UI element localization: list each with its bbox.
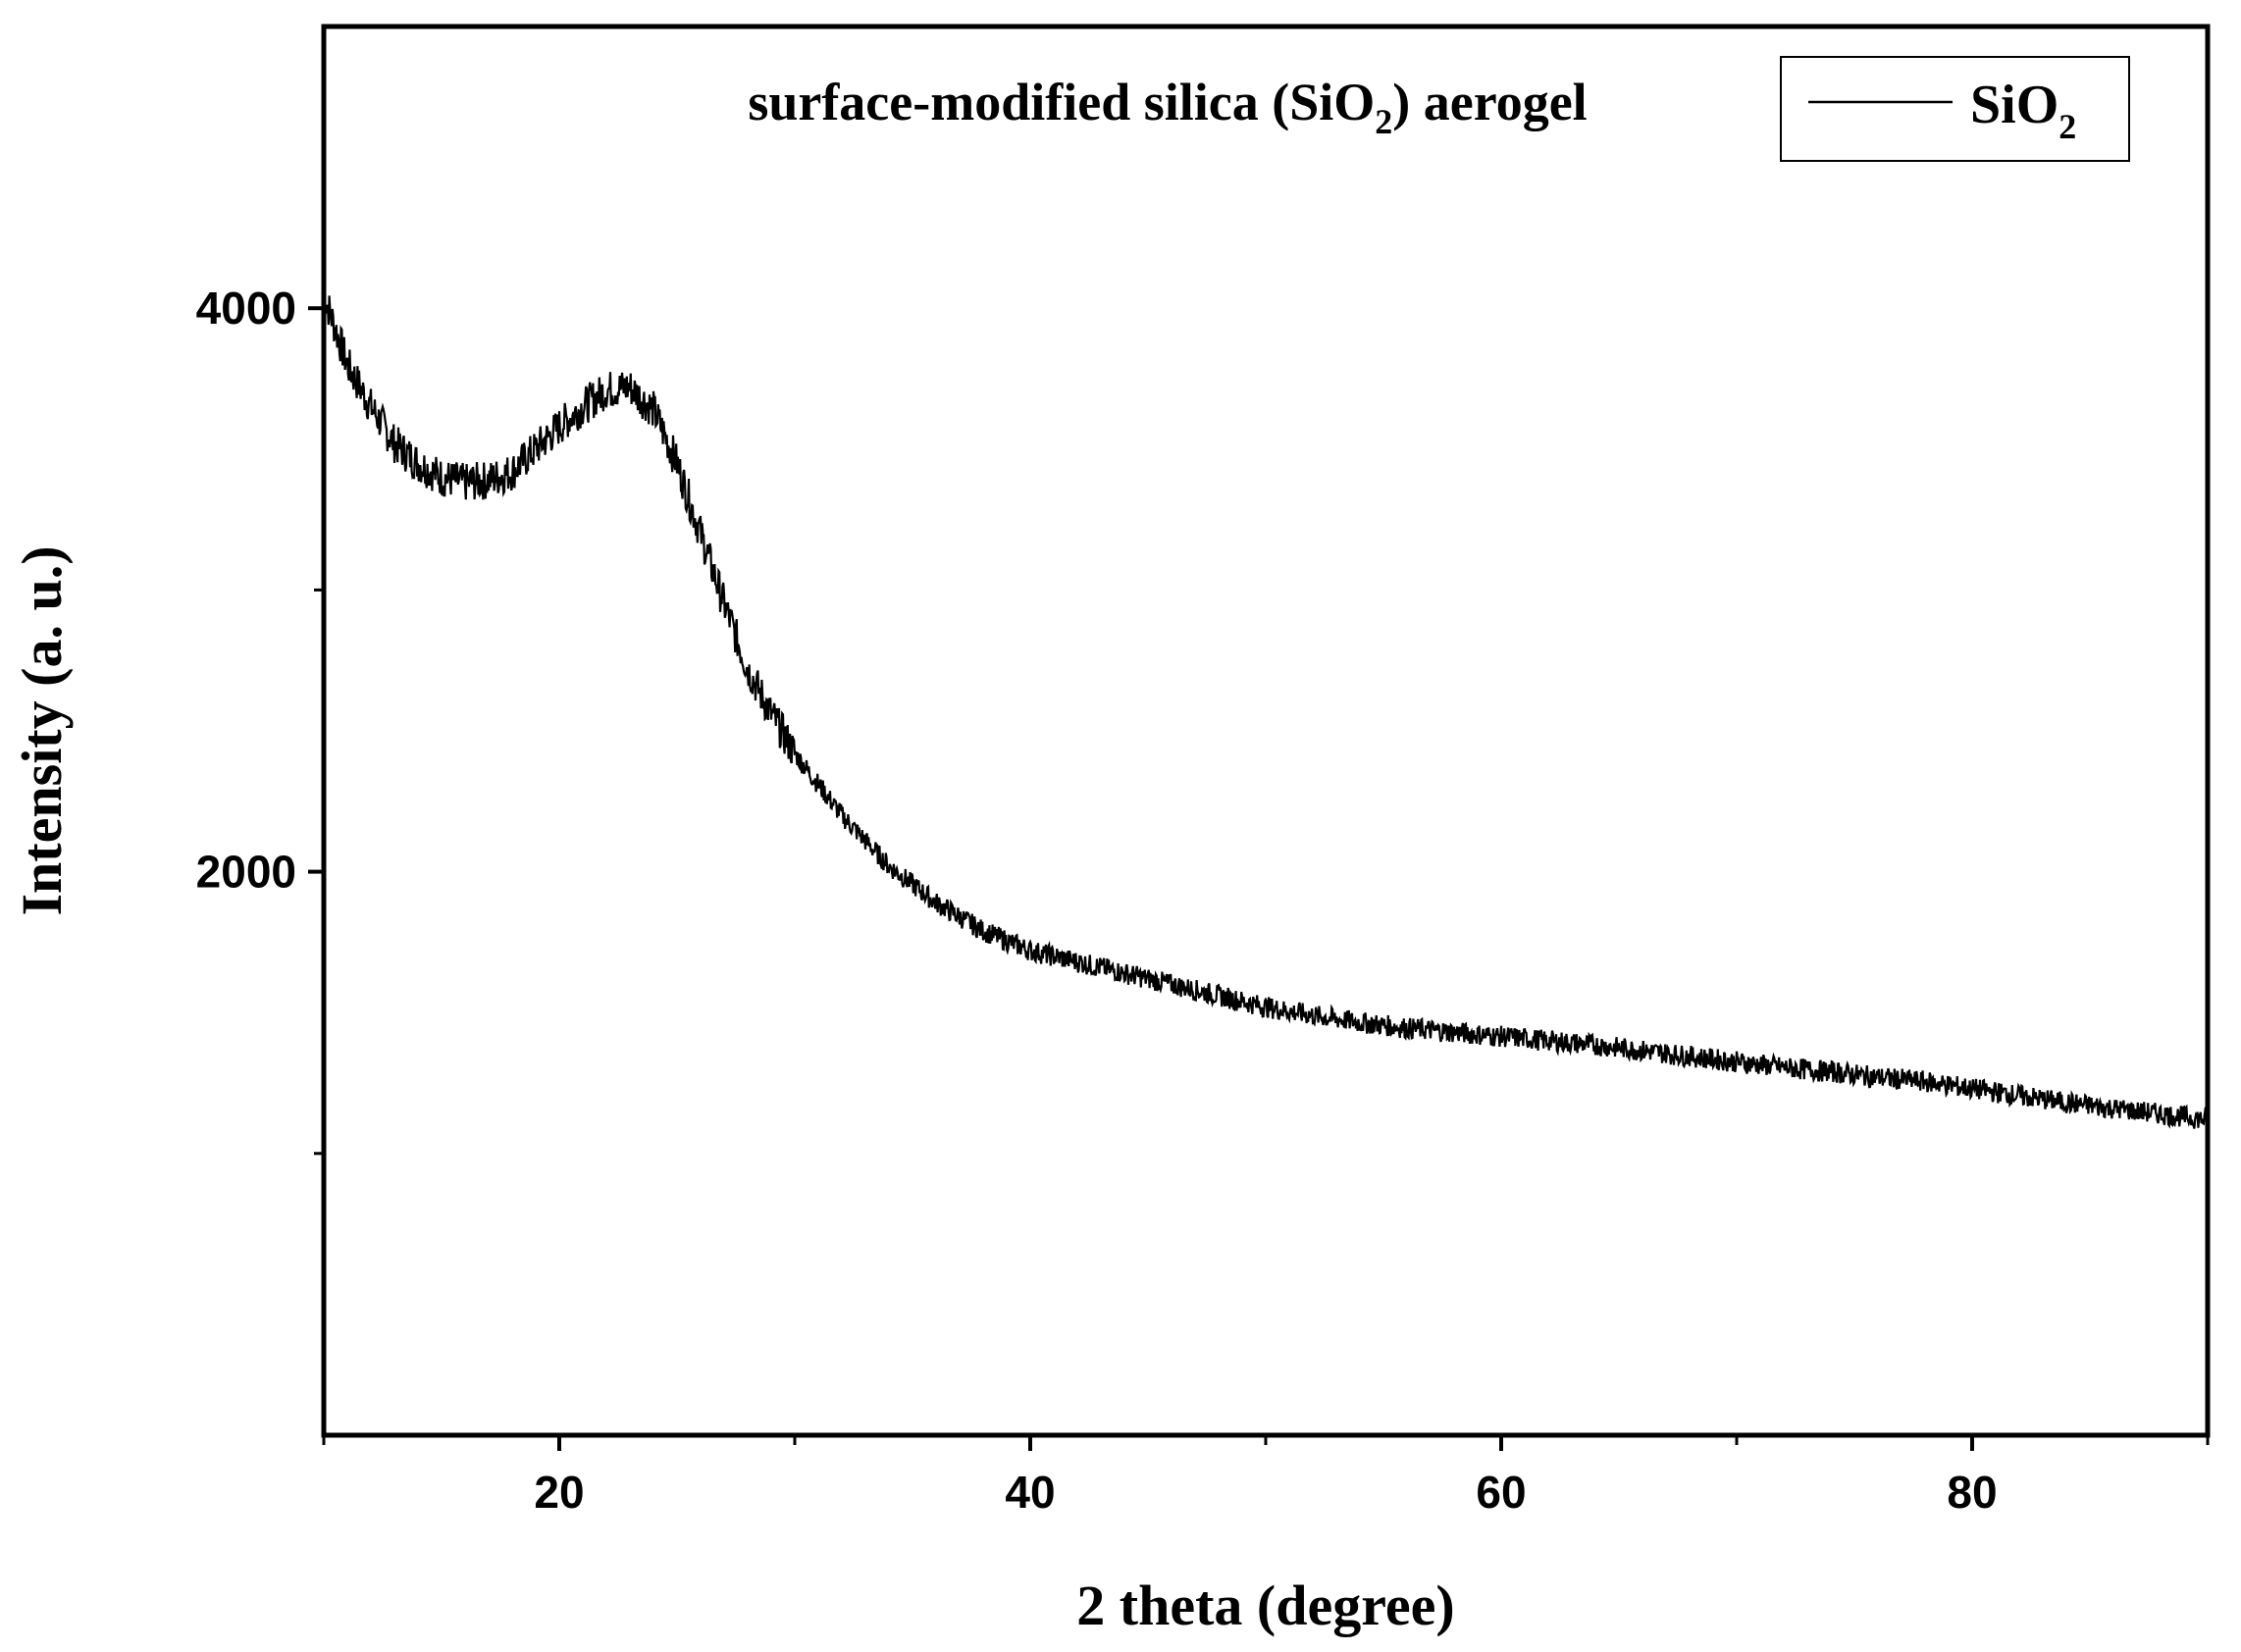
ticks-layer: 20 40 60 80 2000 4000 xyxy=(196,283,2210,1518)
y-axis-title: Intensity (a. u.) xyxy=(10,545,74,915)
x-tick-label: 60 xyxy=(1476,1467,1526,1518)
x-axis-title: 2 theta (degree) xyxy=(1076,1574,1454,1637)
legend-label: SiO2 xyxy=(1970,75,2076,146)
y-tick-label: 2000 xyxy=(196,847,296,898)
series-line-sio2 xyxy=(323,292,2210,1129)
x-tick-label: 80 xyxy=(1947,1467,1997,1518)
legend-box xyxy=(1780,56,2130,162)
x-tick-label: 40 xyxy=(1005,1467,1055,1518)
legend: SiO2 xyxy=(1780,56,2130,162)
plot-layer xyxy=(323,292,2210,1129)
y-tick-label: 4000 xyxy=(196,283,296,334)
x-tick-label: 20 xyxy=(534,1467,584,1518)
chart-title: surface-modified silica (SiO2) aerogel xyxy=(748,73,1587,141)
plot-frame xyxy=(321,24,2211,1438)
